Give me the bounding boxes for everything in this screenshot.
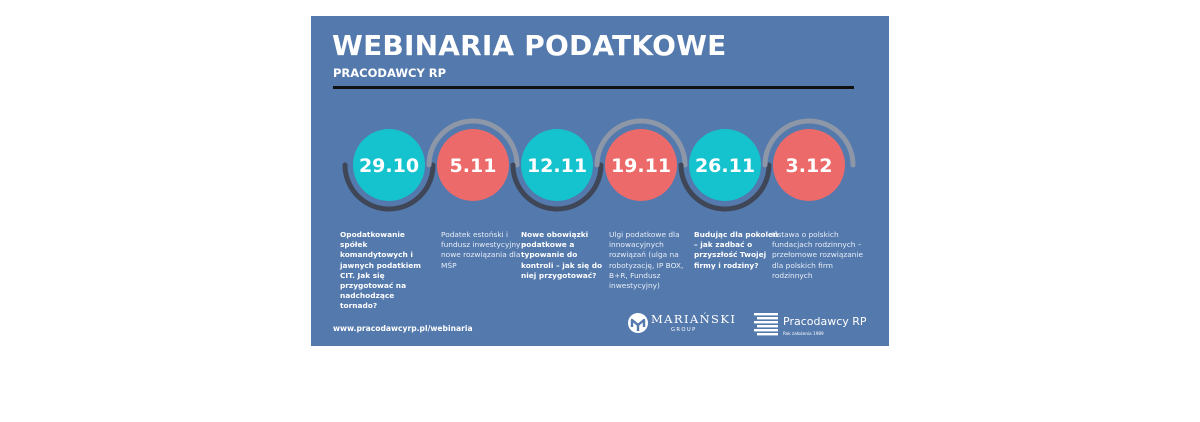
date-item: 5.11 xyxy=(426,118,520,201)
marianski-logo: MARIAŃSKI GROUP xyxy=(627,312,737,336)
marianski-m-icon xyxy=(628,313,648,333)
webinar-description: Budując dla pokoleń – jak zadbać o przys… xyxy=(694,230,779,270)
date-label: 5.11 xyxy=(450,155,497,177)
page-subtitle: PRACODAWCY RP xyxy=(333,66,447,80)
webinar-url[interactable]: www.pracodawcyrp.pl/webinaria xyxy=(333,324,473,333)
webinar-description: Ulgi podatkowe dla innowacyjnych rozwiąz… xyxy=(609,230,684,291)
date-arc xyxy=(762,118,856,168)
date-item: 3.12 xyxy=(762,118,856,201)
date-label: 12.11 xyxy=(527,155,587,177)
date-label: 29.10 xyxy=(359,155,419,177)
date-label: 26.11 xyxy=(695,155,755,177)
date-arc xyxy=(426,118,520,168)
date-arc xyxy=(678,162,772,212)
date-label: 3.12 xyxy=(786,155,833,177)
dates-timeline: 29.10 5.11 12.11 19.11 26.11 3.12 xyxy=(342,118,856,212)
date-item: 26.11 xyxy=(678,129,772,212)
date-circle xyxy=(437,129,509,201)
date-circle xyxy=(773,129,845,201)
date-circle xyxy=(353,129,425,201)
marianski-logo-sub: GROUP xyxy=(671,327,697,333)
pracodawcy-logo-sub: Rok założenia 1989 xyxy=(783,331,824,336)
date-item: 29.10 xyxy=(342,129,436,212)
webinar-description: Opodatkowanie spółek komandytowych i jaw… xyxy=(340,230,421,311)
webinar-description: Ustawa o polskich fundacjach rodzinnych … xyxy=(772,230,864,280)
pracodawcy-logo: Pracodawcy RP Rok założenia 1989 xyxy=(754,312,874,338)
date-circle xyxy=(521,129,593,201)
webinar-description: Nowe obowiązki podatkowe a typowanie do … xyxy=(521,230,603,280)
date-arc xyxy=(510,162,604,212)
date-item: 19.11 xyxy=(594,118,688,201)
webinar-banner: WEBINARIA PODATKOWE PRACODAWCY RP 29.10 5… xyxy=(311,16,889,346)
title-divider xyxy=(333,86,854,89)
date-arc xyxy=(594,118,688,168)
page-title: WEBINARIA PODATKOWE xyxy=(332,29,727,62)
marianski-logo-text: MARIAŃSKI xyxy=(651,312,737,326)
date-circle xyxy=(689,129,761,201)
date-arc xyxy=(342,162,436,212)
date-item: 12.11 xyxy=(510,129,604,212)
pracodawcy-stripes-icon xyxy=(754,313,778,336)
pracodawcy-logo-text: Pracodawcy RP xyxy=(783,315,867,328)
webinar-description: Podatek estoński i fundusz inwestycyjny … xyxy=(441,230,527,270)
date-circle xyxy=(605,129,677,201)
date-label: 19.11 xyxy=(611,155,671,177)
